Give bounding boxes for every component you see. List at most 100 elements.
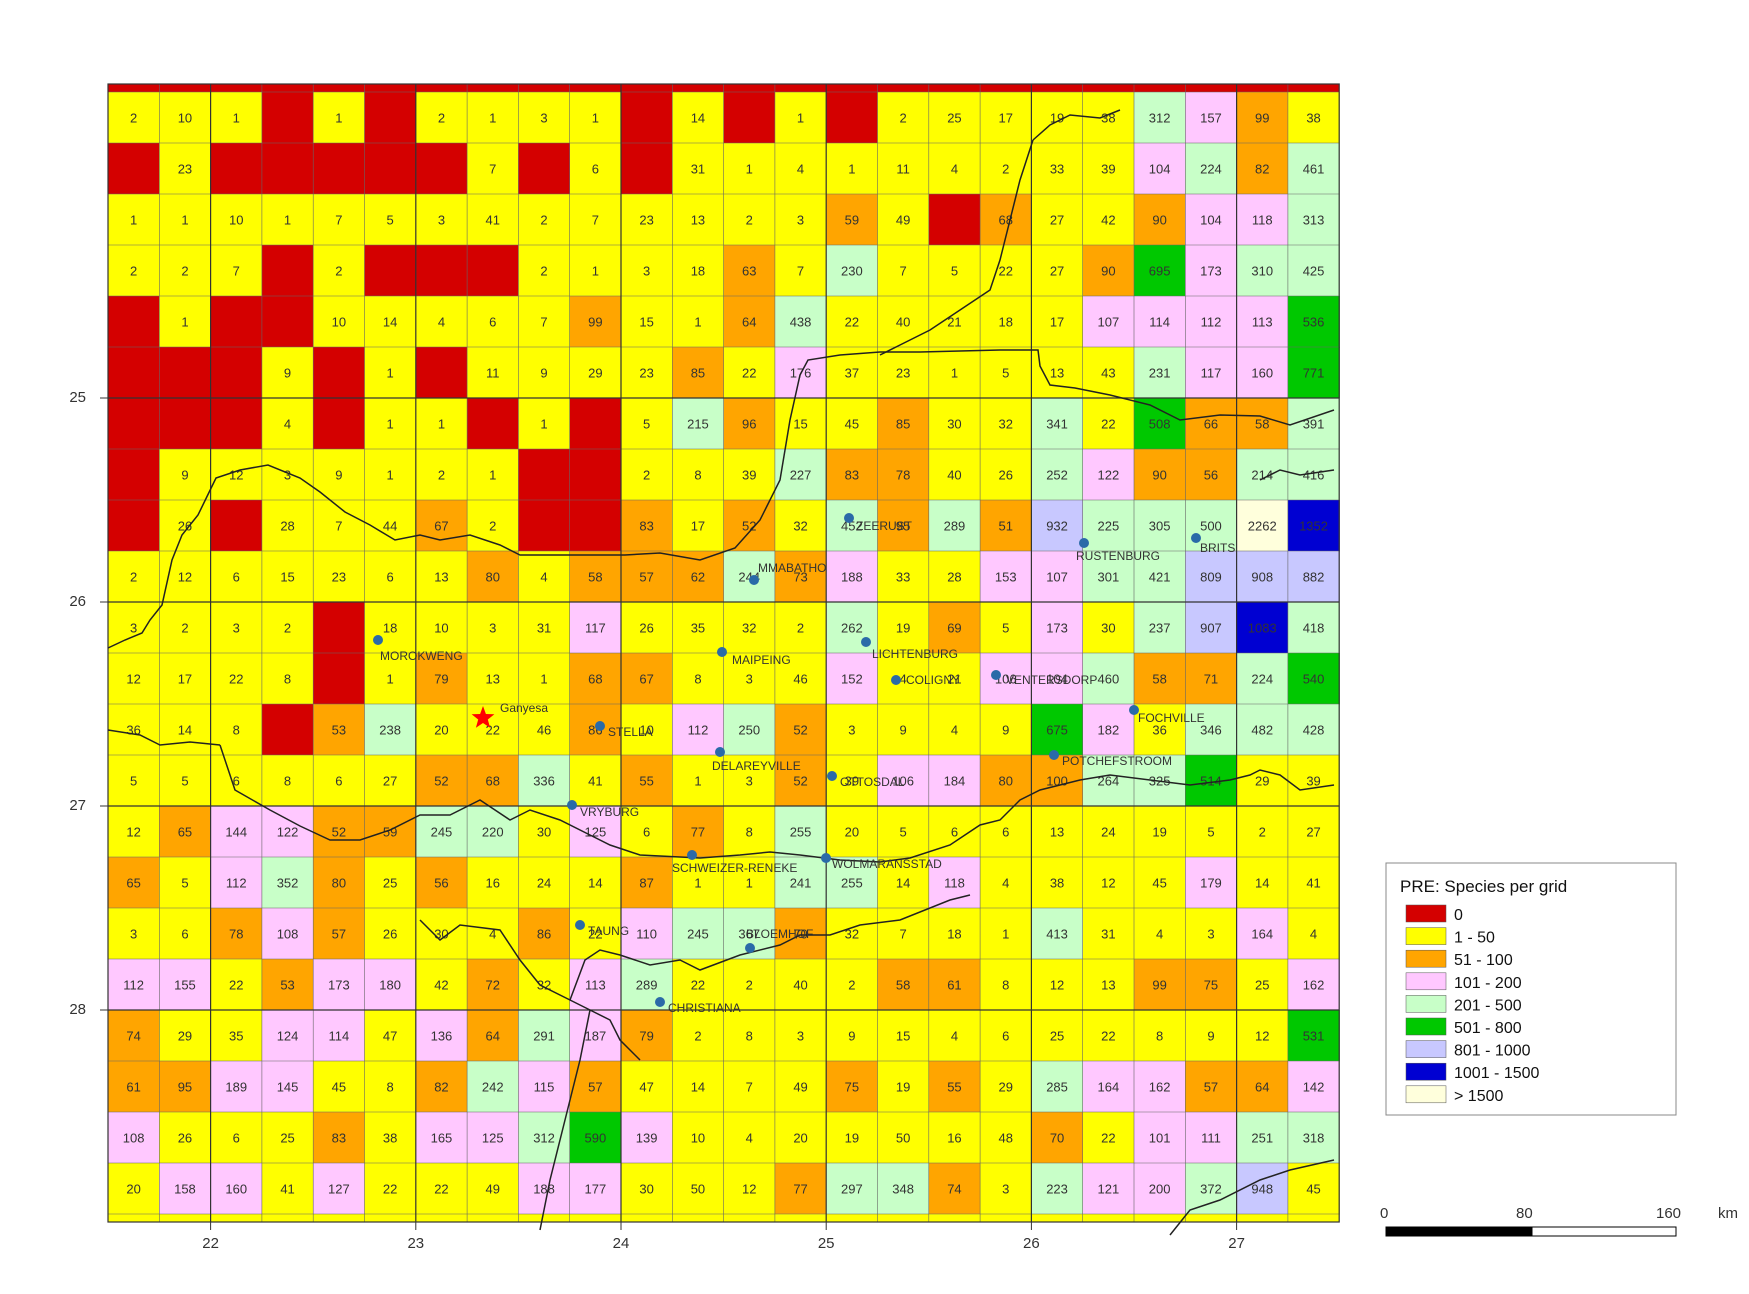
grid-cell bbox=[1134, 92, 1186, 144]
grid-cell bbox=[467, 602, 519, 654]
grid-cell-value: 29 bbox=[999, 1080, 1013, 1095]
grid-cell bbox=[1031, 500, 1084, 552]
grid-cell bbox=[569, 653, 622, 705]
grid-cell-value: 5 bbox=[181, 876, 188, 891]
grid-cell-value: 67 bbox=[434, 519, 448, 534]
grid-cell-value: 1 bbox=[694, 774, 701, 789]
grid-cell bbox=[1236, 908, 1289, 960]
grid-cell bbox=[1287, 1010, 1340, 1062]
grid-cell bbox=[723, 857, 776, 909]
grid-cell-value: 7 bbox=[746, 1080, 753, 1095]
legend-item-label: 0 bbox=[1454, 907, 1463, 924]
grid-cell-value: 9 bbox=[335, 468, 342, 483]
grid-cell bbox=[826, 143, 879, 195]
grid-cell-value: 62 bbox=[691, 570, 705, 585]
grid-cell bbox=[210, 1112, 263, 1164]
grid-cell bbox=[518, 194, 571, 246]
town-label: TAUNG bbox=[588, 924, 629, 938]
grid-cell bbox=[364, 347, 417, 399]
grid-cell-value: 13 bbox=[1101, 978, 1115, 993]
grid-cell-value: 4 bbox=[746, 1131, 753, 1146]
grid-cell bbox=[518, 1112, 571, 1164]
legend-item-label: 501 - 800 bbox=[1454, 1020, 1522, 1037]
grid-cell bbox=[1287, 245, 1340, 297]
grid-cell bbox=[1287, 1112, 1340, 1164]
grid-cell-value: 117 bbox=[1201, 366, 1222, 381]
grid-cell-value: 22 bbox=[1101, 417, 1115, 432]
grid-cell bbox=[774, 857, 827, 909]
grid-cell-value: 26 bbox=[178, 519, 192, 534]
grid-cell bbox=[826, 500, 879, 552]
grid-cell-value: 112 bbox=[226, 876, 247, 891]
grid-cell-value: 49 bbox=[896, 213, 910, 228]
grid-cell-value: 99 bbox=[588, 315, 602, 330]
grid-cell-value: 124 bbox=[277, 1029, 299, 1044]
grid-cell-value: 56 bbox=[434, 876, 448, 891]
grid-cell bbox=[518, 602, 571, 654]
grid-cell bbox=[569, 602, 622, 654]
grid-cell bbox=[928, 1163, 981, 1215]
grid-cell bbox=[210, 1163, 263, 1215]
grid-cell-value: 262 bbox=[841, 621, 863, 636]
grid-cell-value: 83 bbox=[332, 1131, 346, 1146]
town-label: POTCHEFSTROOM bbox=[1062, 754, 1172, 768]
grid-cell-value: 12 bbox=[126, 825, 140, 840]
grid-cell-value: 160 bbox=[1251, 366, 1273, 381]
grid-cell bbox=[467, 1061, 519, 1113]
grid-cell bbox=[364, 1061, 417, 1113]
grid-cell-value: 77 bbox=[793, 1182, 807, 1197]
grid-cell bbox=[826, 857, 879, 909]
grid-cell bbox=[159, 1112, 212, 1164]
grid-cell bbox=[980, 1112, 1032, 1164]
town-label: OTTOSDAL bbox=[840, 775, 905, 789]
grid-cell-value: 6 bbox=[489, 315, 496, 330]
grid-cell bbox=[569, 704, 622, 756]
grid-cell bbox=[364, 551, 417, 603]
grid-cell bbox=[877, 602, 930, 654]
grid-cell bbox=[261, 449, 314, 501]
grid-cell bbox=[415, 194, 468, 246]
grid-cell bbox=[672, 602, 725, 654]
grid-cell-value: 52 bbox=[793, 723, 807, 738]
grid-cell bbox=[1134, 704, 1186, 756]
grid-cell bbox=[928, 1112, 981, 1164]
grid-cell bbox=[877, 1061, 930, 1113]
grid-cell bbox=[159, 857, 212, 909]
grid-cell-value: 64 bbox=[486, 1029, 500, 1044]
grid-cell-value: 152 bbox=[841, 672, 863, 687]
grid-cell-value: 230 bbox=[841, 264, 863, 279]
grid-cell bbox=[826, 755, 879, 807]
grid-cell bbox=[159, 245, 212, 297]
grid-cell bbox=[826, 1112, 879, 1164]
grid-cell-value: 8 bbox=[284, 672, 291, 687]
grid-cell bbox=[1236, 1010, 1289, 1062]
grid-cell bbox=[1236, 347, 1289, 399]
town-dot bbox=[655, 997, 665, 1007]
grid-cell bbox=[108, 653, 160, 705]
x-tick-label: 23 bbox=[407, 1235, 424, 1252]
grid-cell-value: 289 bbox=[636, 978, 658, 993]
grid-cell-value: 13 bbox=[1050, 825, 1064, 840]
grid-cell bbox=[313, 143, 366, 195]
grid-cell-value: 482 bbox=[1251, 723, 1273, 738]
grid-cell-value: 31 bbox=[1101, 927, 1115, 942]
grid-cell bbox=[313, 296, 366, 348]
grid-cell bbox=[826, 653, 879, 705]
grid-cell bbox=[1185, 143, 1238, 195]
grid-cell-value: 26 bbox=[639, 621, 653, 636]
grid-cell-value: 7 bbox=[900, 927, 907, 942]
grid-cell-value: 6 bbox=[1002, 1029, 1009, 1044]
grid-cell-value: 1 bbox=[694, 315, 701, 330]
grid-cell-value: 64 bbox=[742, 315, 756, 330]
grid-cell bbox=[621, 500, 673, 552]
grid-cell bbox=[210, 245, 263, 297]
grid-cell-value: 13 bbox=[691, 213, 705, 228]
grid-cell bbox=[210, 143, 263, 195]
grid-cell-value: 3 bbox=[489, 621, 496, 636]
grid-cell-value: 32 bbox=[845, 927, 859, 942]
grid-cell-value: 82 bbox=[1255, 162, 1269, 177]
town-dot bbox=[827, 771, 837, 781]
grid-cell-value: 352 bbox=[277, 876, 299, 891]
grid-cell-value: 37 bbox=[845, 366, 859, 381]
grid-cell-value: 24 bbox=[537, 876, 551, 891]
